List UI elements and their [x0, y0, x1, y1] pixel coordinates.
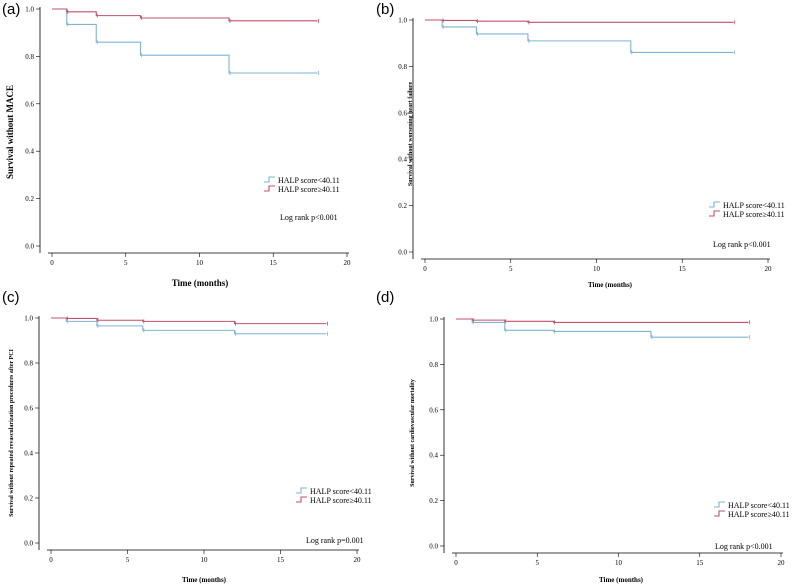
panel-c-y-tick-label: 0.4	[24, 450, 33, 458]
panel-c-logrank: Log rank p=0.001	[306, 536, 364, 545]
panel-a-plot: 0 5 10 15 20 0.0 0.2 0.4 0.6 0.8 1.0	[25, 6, 351, 268]
panel-d-legend-swatch-0	[714, 501, 725, 508]
panel-d-series-0-curve	[456, 318, 749, 338]
panel-d-x-tick-label: 5	[536, 559, 540, 567]
panel-b-y-tick-label: 0.8	[398, 63, 407, 71]
panel-b-y-tick-label: 0.4	[398, 156, 407, 164]
panel-a: (a) Time (months) Survival without MACE …	[2, 1, 351, 288]
panel-b-x-tick-label: 15	[679, 265, 687, 273]
panel-c-x-tick-label: 10	[201, 556, 209, 564]
panel-a-y-tick-label: 0.6	[25, 100, 34, 108]
panel-c-y-tick-label: 1.0	[24, 315, 33, 323]
panel-b: (b) Time (months) Survival without worse…	[376, 1, 785, 289]
panel-d-y-tick-label: 0.4	[429, 452, 438, 460]
panel-d-x-tick-label: 0	[454, 559, 458, 567]
panel-d-y-tick-label: 0.0	[429, 543, 438, 551]
panel-a-x-tick-label: 5	[124, 259, 128, 267]
panel-b-x-tick-label: 20	[765, 265, 773, 273]
panel-d-y-tick-label: 1.0	[429, 316, 438, 324]
panel-c-legend-label-0: HALP score<40.11	[310, 487, 372, 496]
panel-d-label: (d)	[376, 289, 394, 306]
panel-d-logrank: Log rank p<0.001	[715, 542, 773, 551]
panel-c-y-tick-label: 0.2	[24, 495, 33, 503]
panel-b-x-tick-label: 5	[509, 265, 513, 273]
panel-a-ylabel: Survival without MACE	[5, 85, 15, 179]
panel-c-x-tick-label: 0	[49, 556, 53, 564]
panel-a-legend-swatch-0	[264, 176, 275, 183]
panel-a-x-tick-label: 0	[50, 259, 54, 267]
panel-a-y-tick-label: 0.4	[25, 148, 34, 156]
panel-b-xlabel: Time (months)	[588, 281, 633, 289]
panel-d-y-tick-label: 0.8	[429, 361, 438, 369]
panel-b-logrank: Log rank p<0.001	[713, 240, 771, 249]
panel-d: (d) Time (months) Survival without cardi…	[376, 289, 790, 584]
panel-d-x-tick-label: 15	[696, 559, 704, 567]
panel-c-x-tick-label: 20	[354, 556, 362, 564]
panel-a-logrank: Log rank p<0.001	[280, 213, 338, 222]
panel-c-ylabel: Survival without repeated revascularizat…	[9, 348, 15, 516]
panel-c-y-tick-label: 0.6	[24, 405, 33, 413]
panel-a-series-1-curve	[52, 8, 318, 22]
panel-a-legend-label-0: HALP score<40.11	[278, 176, 340, 185]
panel-a-x-tick-label: 20	[344, 259, 352, 267]
panel-c-legend-label-1: HALP score≥40.11	[310, 496, 372, 505]
panel-b-ylabel: Survival without worsening heart failure	[408, 82, 414, 187]
panel-a-y-tick-label: 0.2	[25, 195, 34, 203]
panel-a-legend-label-1: HALP score≥40.11	[278, 185, 340, 194]
panel-c: (c) Time (months) Survival without repea…	[2, 289, 372, 584]
panel-d-x-tick-label: 20	[778, 559, 786, 567]
panel-c-label: (c)	[2, 289, 20, 306]
panel-c-x-tick-label: 15	[277, 556, 285, 564]
panel-d-y-tick-label: 0.6	[429, 406, 438, 414]
panel-a-y-tick-label: 1.0	[25, 6, 34, 14]
panel-b-y-tick-label: 0.2	[398, 202, 407, 210]
panel-b-x-tick-label: 0	[423, 265, 427, 273]
panel-c-y-tick-label: 0.8	[24, 360, 33, 368]
panel-c-plot: 0 5 10 15 20 0.0 0.2 0.4 0.6 0.8 1.0	[24, 315, 361, 565]
panel-b-y-tick-label: 0.6	[398, 109, 407, 117]
panel-d-y-tick-label: 0.2	[429, 497, 438, 505]
panel-d-series-1-curve	[456, 318, 749, 323]
panel-b-legend-label-1: HALP score≥40.11	[723, 210, 785, 219]
panel-b-x-tick-label: 10	[593, 265, 601, 273]
panel-a-xlabel: Time (months)	[172, 278, 229, 288]
panel-a-x-tick-label: 10	[196, 259, 204, 267]
panel-d-legend-swatch-1	[714, 510, 725, 517]
panel-b-legend-swatch-0	[709, 201, 720, 208]
panel-c-series-1-curve	[51, 317, 327, 325]
panel-c-xlabel: Time (months)	[182, 576, 227, 584]
panel-b-plot: 0 5 10 15 20 0.0 0.2 0.4 0.6 0.8 1.0	[398, 17, 772, 274]
panel-d-x-tick-label: 10	[615, 559, 623, 567]
panel-a-x-tick-label: 15	[270, 259, 278, 267]
panel-b-legend-swatch-1	[709, 210, 720, 217]
panel-a-series-0-curve	[52, 8, 318, 74]
panel-a-legend-swatch-1	[264, 185, 275, 192]
panel-d-ylabel: Survival without cardiovascular mortalit…	[410, 379, 416, 487]
panel-b-y-tick-label: 1.0	[398, 17, 407, 25]
panel-d-plot: 0 5 10 15 20 0.0 0.2 0.4 0.6 0.8 1.0	[429, 316, 785, 568]
panel-b-label: (b)	[376, 1, 394, 18]
panel-c-y-tick-label: 0.0	[24, 540, 33, 548]
panel-c-x-tick-label: 5	[126, 556, 130, 564]
panel-c-series-0-curve	[51, 317, 327, 335]
panel-a-y-tick-label: 0.0	[25, 243, 34, 251]
panel-b-series-1-curve	[425, 19, 734, 23]
panel-c-legend-swatch-0	[296, 487, 307, 494]
panel-a-y-tick-label: 0.8	[25, 53, 34, 61]
panel-d-xlabel: Time (months)	[599, 576, 644, 584]
panel-d-legend-label-1: HALP score≥40.11	[728, 510, 790, 519]
panel-b-y-tick-label: 0.0	[398, 249, 407, 257]
panel-a-label: (a)	[2, 1, 20, 18]
panel-b-legend-label-0: HALP score<40.11	[723, 201, 785, 210]
panel-c-legend-swatch-1	[296, 496, 307, 503]
panel-b-series-0-curve	[425, 19, 734, 54]
panel-d-legend-label-0: HALP score<40.11	[728, 501, 790, 510]
